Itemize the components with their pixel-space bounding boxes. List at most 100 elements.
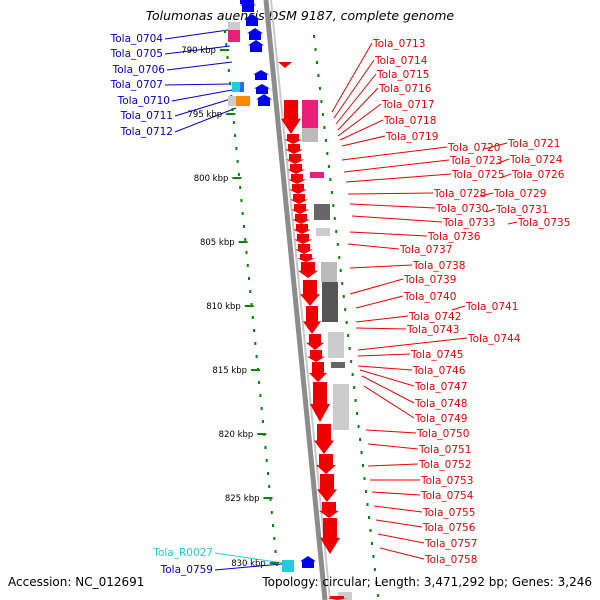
gene-label: Tola_0749 xyxy=(414,413,467,425)
ruler-dot xyxy=(367,516,370,519)
label-connector xyxy=(347,192,434,195)
label-connector xyxy=(355,327,407,330)
label-connector xyxy=(357,353,411,357)
reverse-gene-arrow xyxy=(294,234,312,244)
ruler-dot xyxy=(248,277,251,280)
feature-block xyxy=(328,332,344,358)
gene-label: Tola_0717 xyxy=(381,99,434,111)
gene-label: Tola_0736 xyxy=(427,231,481,243)
reverse-gene-arrow xyxy=(297,254,315,262)
label-connector xyxy=(341,146,448,161)
ruler-dot xyxy=(332,204,335,207)
gene-label: Tola_0726 xyxy=(511,169,565,181)
ruler-dot xyxy=(249,290,252,293)
feature-block xyxy=(232,82,242,92)
gene-label: Tola_0756 xyxy=(422,522,476,534)
reverse-gene-arrow xyxy=(314,424,334,454)
gene-label: Tola_0746 xyxy=(412,365,466,377)
gene-label: Tola_0731 xyxy=(495,204,548,216)
reverse-gene-arrow xyxy=(278,62,292,68)
reverse-gene-arrow xyxy=(288,174,306,184)
label-connector xyxy=(495,158,510,165)
ruler-dot xyxy=(242,225,245,228)
feature-block xyxy=(322,282,338,322)
feature-block xyxy=(331,362,345,368)
gene-label: Tola_0728 xyxy=(433,188,486,200)
ruler-dot xyxy=(314,48,317,51)
ruler-dot xyxy=(259,394,262,397)
ruler-dot xyxy=(357,425,360,428)
reverse-gene-arrow xyxy=(281,100,301,134)
ruler-dot xyxy=(260,407,263,410)
reverse-gene-arrow xyxy=(319,502,339,518)
ruler-dot xyxy=(274,550,277,553)
label-connector xyxy=(345,173,452,183)
ruler-dot xyxy=(226,56,229,59)
ruler-dot xyxy=(240,199,243,202)
ruler-dot xyxy=(266,472,269,475)
ruler-tick-label: 810 kbp xyxy=(206,302,241,312)
label-connector xyxy=(349,203,436,209)
gene-label: Tola_0745 xyxy=(410,349,463,361)
ruler-dot xyxy=(241,212,244,215)
ruler-dot xyxy=(229,82,232,85)
feature-block xyxy=(316,228,330,236)
reverse-gene-arrow xyxy=(286,154,304,164)
forward-gene-arrow xyxy=(244,14,260,26)
reverse-gene-arrow xyxy=(310,382,330,422)
feature-block xyxy=(321,262,337,282)
feature-block xyxy=(314,204,330,220)
reverse-gene-arrow xyxy=(298,262,318,278)
ruler-dot xyxy=(224,30,226,33)
ruler-dot xyxy=(235,147,238,150)
gene-label: Tola_0750 xyxy=(416,428,469,440)
ruler-dot xyxy=(255,355,258,358)
ruler-dot xyxy=(375,581,378,584)
ruler-dot xyxy=(360,451,363,454)
ruler-dot xyxy=(231,108,234,111)
ruler-dot xyxy=(348,347,351,350)
accession-text: Accession: NC_012691 xyxy=(8,575,145,589)
backbone-line xyxy=(263,0,328,600)
reverse-gene-arrow xyxy=(292,214,310,224)
ruler-dot xyxy=(265,459,268,462)
reverse-gene-arrow xyxy=(317,474,337,502)
ruler-dot xyxy=(347,334,350,337)
ruler-tick-label: 790 kbp xyxy=(181,46,216,56)
label-connector xyxy=(341,135,386,147)
ruler-dot xyxy=(335,230,338,233)
ruler-dot xyxy=(264,446,267,449)
feature-block xyxy=(302,128,318,142)
reverse-gene-arrow xyxy=(307,350,325,362)
ruler-dot xyxy=(317,74,320,77)
label-connector xyxy=(363,385,415,419)
ruler-dot xyxy=(330,191,333,194)
feature-block xyxy=(338,592,352,600)
reverse-gene-arrow xyxy=(300,280,320,306)
gene-label: Tola_0733 xyxy=(442,217,495,229)
gene-label: Tola_0712 xyxy=(120,126,173,138)
reverse-gene-arrow xyxy=(285,144,303,154)
label-connector xyxy=(367,463,419,467)
ruler-dot xyxy=(250,303,253,306)
ruler-dot xyxy=(268,485,271,488)
forward-gene-arrow xyxy=(300,556,316,568)
label-connector xyxy=(367,443,419,450)
gene-label: Tola_0718 xyxy=(383,115,436,127)
label-connector xyxy=(355,295,404,309)
ruler-tick-label: 830 kbp xyxy=(231,559,266,569)
ruler-dot xyxy=(234,134,237,137)
reverse-gene-arrow xyxy=(287,164,305,174)
gene-label: Tola_0759 xyxy=(160,564,213,576)
ruler-dot xyxy=(329,178,332,181)
forward-gene-arrow xyxy=(240,0,254,4)
label-connector xyxy=(479,192,494,197)
forward-gene-arrow xyxy=(247,28,263,40)
ruler-dot xyxy=(350,360,353,363)
ruler-dot xyxy=(369,529,372,532)
gene-label: Tola_0758 xyxy=(424,554,477,566)
feature-block xyxy=(282,560,294,572)
label-connector xyxy=(483,142,508,150)
ruler-dot xyxy=(359,438,362,441)
